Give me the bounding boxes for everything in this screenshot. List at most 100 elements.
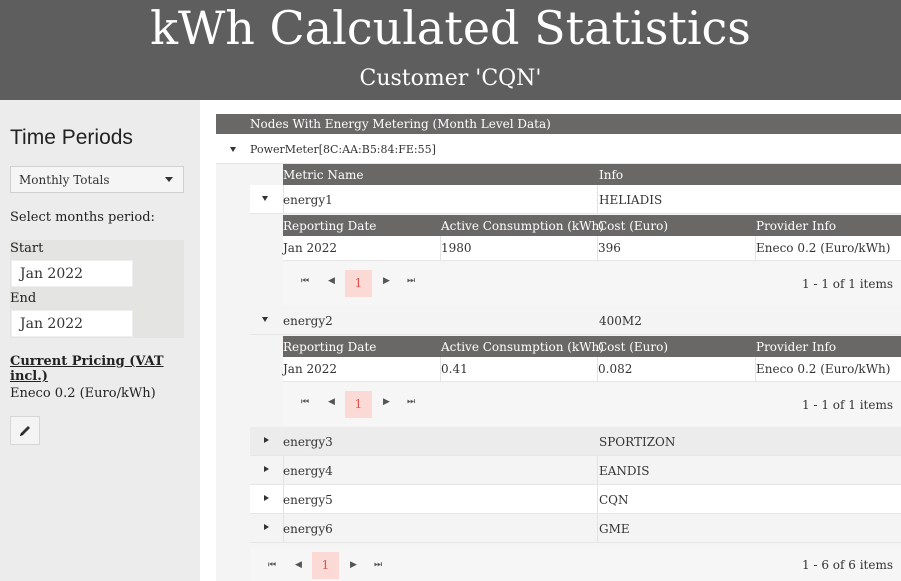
- divider: [440, 357, 441, 381]
- metric-row[interactable]: energy4 EANDIS: [250, 456, 901, 485]
- period-select-value: Monthly Totals: [19, 173, 110, 187]
- divider: [597, 485, 598, 513]
- detail-pager: ⏮ ◀ 1 ▶ ⏭ 1 - 1 of 1 items: [283, 383, 901, 426]
- detail-row[interactable]: Jan 2022 1980 396 Eneco 0.2 (Euro/kWh): [283, 236, 901, 261]
- collapse-icon[interactable]: [262, 317, 268, 322]
- start-label: Start: [10, 241, 44, 256]
- col-cost: Cost (Euro): [598, 340, 669, 354]
- col-metric-name: Metric Name: [283, 168, 364, 182]
- start-date-input[interactable]: Jan 2022: [11, 260, 133, 287]
- metric-row[interactable]: energy6 GME: [250, 514, 901, 543]
- expand-icon[interactable]: [264, 495, 269, 501]
- metric-row[interactable]: energy1 HELIADIS: [250, 185, 901, 214]
- current-page[interactable]: 1: [345, 391, 372, 418]
- detail-row[interactable]: Jan 2022 0.41 0.082 Eneco 0.2 (Euro/kWh): [283, 357, 901, 382]
- caret-down-icon: [165, 177, 173, 182]
- edit-pricing-button[interactable]: [10, 416, 40, 445]
- divider: [283, 185, 284, 213]
- metrics-pager: ⏮ ◀ 1 ▶ ⏭ 1 - 6 of 6 items: [250, 548, 901, 581]
- pricing-heading: Current Pricing (VAT incl.): [10, 354, 164, 384]
- col-reporting-date: Reporting Date: [283, 340, 377, 354]
- node-row[interactable]: PowerMeter[8C:AA:B5:84:FE:55]: [216, 134, 901, 164]
- node-name: PowerMeter[8C:AA:B5:84:FE:55]: [250, 143, 436, 156]
- col-provider: Provider Info: [756, 340, 837, 354]
- expand-icon[interactable]: [264, 437, 269, 443]
- page-header: kWh Calculated Statistics Customer 'CQN': [0, 0, 901, 100]
- expand-icon[interactable]: [264, 524, 269, 530]
- sidebar-heading: Time Periods: [10, 126, 133, 149]
- last-page-icon[interactable]: ⏭: [407, 276, 416, 286]
- metric-row[interactable]: energy5 CQN: [250, 485, 901, 514]
- divider: [597, 236, 598, 260]
- select-months-label: Select months period:: [10, 210, 155, 225]
- metric-name: energy1: [283, 193, 333, 207]
- cost: 0.082: [598, 362, 633, 376]
- consumption: 0.41: [441, 362, 468, 376]
- page-title: kWh Calculated Statistics: [150, 1, 751, 55]
- metric-info: CQN: [599, 493, 629, 507]
- first-page-icon[interactable]: ⏮: [268, 560, 277, 570]
- provider-info: Eneco 0.2 (Euro/kWh): [756, 362, 891, 376]
- divider: [283, 456, 284, 484]
- pricing-value: Eneco 0.2 (Euro/kWh): [10, 386, 156, 401]
- metrics-header: Metric Name Info: [283, 164, 901, 185]
- detail-header: Reporting Date Active Consumption (kWh) …: [283, 215, 901, 236]
- divider: [597, 456, 598, 484]
- pager-info: 1 - 6 of 6 items: [802, 558, 893, 572]
- metric-name: energy2: [283, 314, 333, 328]
- metric-name: energy4: [283, 464, 333, 478]
- divider: [755, 357, 756, 381]
- end-date-input[interactable]: Jan 2022: [11, 310, 133, 337]
- divider: [597, 185, 598, 213]
- metric-info: GME: [599, 522, 630, 536]
- metric-name: energy6: [283, 522, 333, 536]
- metric-row[interactable]: energy2 400M2: [250, 306, 901, 335]
- last-page-icon[interactable]: ⏭: [407, 397, 416, 407]
- metric-info: HELIADIS: [599, 193, 663, 207]
- metric-row[interactable]: energy3 SPORTIZON: [250, 427, 901, 456]
- divider: [597, 357, 598, 381]
- reporting-date: Jan 2022: [283, 362, 338, 376]
- current-page[interactable]: 1: [345, 270, 372, 297]
- metric-name: energy3: [283, 435, 333, 449]
- prev-page-icon[interactable]: ◀: [328, 397, 335, 407]
- divider: [755, 236, 756, 260]
- pencil-icon: [20, 425, 30, 436]
- col-info: Info: [599, 168, 624, 182]
- detail-grid: Reporting Date Active Consumption (kWh) …: [283, 336, 901, 427]
- first-page-icon[interactable]: ⏮: [301, 397, 310, 407]
- period-select[interactable]: Monthly Totals: [10, 166, 184, 193]
- energy-grid: Nodes With Energy Metering (Month Level …: [216, 114, 901, 581]
- cost: 396: [598, 241, 621, 255]
- next-page-icon[interactable]: ▶: [383, 397, 390, 407]
- collapse-icon[interactable]: [230, 147, 236, 152]
- detail-header: Reporting Date Active Consumption (kWh) …: [283, 336, 901, 357]
- metric-info: 400M2: [599, 314, 642, 328]
- grid-header: Nodes With Energy Metering (Month Level …: [216, 114, 901, 134]
- detail-pager: ⏮ ◀ 1 ▶ ⏭ 1 - 1 of 1 items: [283, 262, 901, 305]
- divider: [597, 514, 598, 542]
- col-consumption: Active Consumption (kWh): [441, 219, 604, 233]
- next-page-icon[interactable]: ▶: [383, 276, 390, 286]
- next-page-icon[interactable]: ▶: [350, 560, 357, 570]
- pager-info: 1 - 1 of 1 items: [802, 277, 893, 291]
- pager-info: 1 - 1 of 1 items: [802, 398, 893, 412]
- last-page-icon[interactable]: ⏭: [374, 560, 383, 570]
- col-consumption: Active Consumption (kWh): [441, 340, 604, 354]
- sidebar: Time Periods Monthly Totals Select month…: [0, 100, 200, 581]
- prev-page-icon[interactable]: ◀: [328, 276, 335, 286]
- expand-icon[interactable]: [264, 466, 269, 472]
- collapse-icon[interactable]: [262, 196, 268, 201]
- provider-info: Eneco 0.2 (Euro/kWh): [756, 241, 891, 255]
- first-page-icon[interactable]: ⏮: [301, 276, 310, 286]
- metric-name: energy5: [283, 493, 333, 507]
- current-page[interactable]: 1: [312, 552, 339, 579]
- col-provider: Provider Info: [756, 219, 837, 233]
- prev-page-icon[interactable]: ◀: [295, 560, 302, 570]
- divider: [440, 236, 441, 260]
- divider: [283, 514, 284, 542]
- metric-info: EANDIS: [599, 464, 650, 478]
- date-range-box: Start Jan 2022 End Jan 2022: [10, 240, 184, 338]
- end-label: End: [10, 291, 37, 306]
- reporting-date: Jan 2022: [283, 241, 338, 255]
